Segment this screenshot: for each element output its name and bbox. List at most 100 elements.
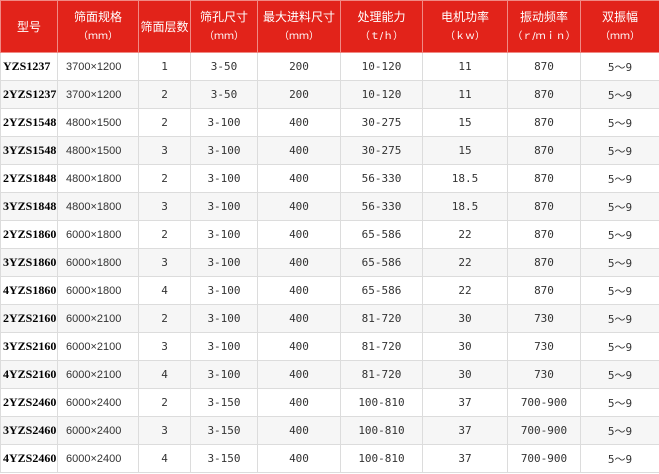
table-cell: 3-100: [190, 248, 258, 277]
table-cell: 4YZS2160: [0, 360, 58, 389]
table-cell: 4: [138, 276, 191, 305]
table-body: YZS1237 3700×1200 1 3-50 200 10-120 11 870 5～9 2Y…: [0, 52, 659, 473]
table-cell: 81-720: [340, 304, 423, 333]
header-unit: （ｔ/ｈ）: [359, 30, 404, 42]
header-cell: 双振幅 （ｍｍ）: [580, 0, 659, 53]
table-row: 2YZS1548 4800×1500 2 3-100 400 30-275 15 870 5～9: [0, 108, 659, 137]
table-cell: 4YZS2460: [0, 444, 58, 473]
table-cell: 400: [257, 360, 341, 389]
table-cell: 5～9: [580, 136, 659, 165]
table-cell: 2YZS1848: [0, 164, 58, 193]
table-cell: 870: [507, 80, 581, 109]
table-cell: 400: [257, 136, 341, 165]
table-cell: 2: [138, 108, 191, 137]
table-cell: 700-900: [507, 444, 581, 473]
table-cell: 11: [422, 80, 508, 109]
table-row: 3YZS1548 4800×1500 3 3-100 400 30-275 15 870 5～9: [0, 136, 659, 165]
table-cell: 700-900: [507, 416, 581, 445]
header-title: 双振幅: [601, 9, 638, 24]
table-cell: 5～9: [580, 332, 659, 361]
table-cell: 3-50: [190, 80, 258, 109]
table-cell: 2YZS1860: [0, 220, 58, 249]
table-cell: 3-100: [190, 192, 258, 221]
table-cell: 15: [422, 136, 508, 165]
table-cell: 200: [257, 80, 341, 109]
table-cell: 2YZS1548: [0, 108, 58, 137]
table-cell: 65-586: [340, 248, 423, 277]
table-cell: 6000×2100: [57, 332, 139, 361]
table-row: 2YZS2460 6000×2400 2 3-150 400 100-810 37 700-9…: [0, 388, 659, 417]
header-title: 筛面规格: [73, 9, 122, 24]
table-cell: 3YZS2160: [0, 332, 58, 361]
header-unit: （ｍｍ）: [78, 30, 118, 42]
table-cell: 400: [257, 416, 341, 445]
table-cell: 400: [257, 248, 341, 277]
table-cell: 3700×1200: [57, 80, 139, 109]
table-cell: 730: [507, 304, 581, 333]
table-cell: 3YZS1548: [0, 136, 58, 165]
table-cell: 11: [422, 52, 508, 81]
table-cell: 5～9: [580, 108, 659, 137]
table-cell: 6000×1800: [57, 220, 139, 249]
table-cell: 6000×2100: [57, 360, 139, 389]
table-cell: 65-586: [340, 276, 423, 305]
table-cell: 200: [257, 52, 341, 81]
table-cell: 870: [507, 220, 581, 249]
table-cell: 5～9: [580, 164, 659, 193]
table-cell: 3YZS2460: [0, 416, 58, 445]
header-cell: 型号: [0, 0, 58, 53]
table-cell: 10-120: [340, 80, 423, 109]
table-row: 3YZS2460 6000×2400 3 3-150 400 100-810 37 700-9…: [0, 416, 659, 445]
table-cell: 6000×2400: [57, 388, 139, 417]
table-cell: 3: [138, 192, 191, 221]
table-cell: 3YZS1848: [0, 192, 58, 221]
table-cell: 37: [422, 388, 508, 417]
table-cell: 30: [422, 332, 508, 361]
table-cell: 22: [422, 276, 508, 305]
header-title: 筛孔尺寸: [199, 9, 248, 24]
table-cell: 1: [138, 52, 191, 81]
table-row: 3YZS2160 6000×2100 3 3-100 400 81-720 30 730 5～9: [0, 332, 659, 361]
header-cell: 处理能力 （ｔ/ｈ）: [340, 0, 423, 53]
table-cell: 870: [507, 192, 581, 221]
table-cell: 6000×2400: [57, 416, 139, 445]
table-cell: 30: [422, 304, 508, 333]
table-cell: 870: [507, 248, 581, 277]
table-cell: 3-150: [190, 444, 258, 473]
table-cell: 3: [138, 332, 191, 361]
table-cell: 5～9: [580, 248, 659, 277]
table-cell: 81-720: [340, 332, 423, 361]
table-cell: 700-900: [507, 388, 581, 417]
table-cell: 30-275: [340, 136, 423, 165]
table-cell: 3-100: [190, 136, 258, 165]
table-cell: 65-586: [340, 220, 423, 249]
header-cell: 筛面层数: [138, 0, 191, 53]
table-cell: 100-810: [340, 444, 423, 473]
table-row: 2YZS1237 3700×1200 2 3-50 200 10-120 11 870 5～9: [0, 80, 659, 109]
table-row: 2YZS1848 4800×1800 2 3-100 400 56-330 18.5 870 5…: [0, 164, 659, 193]
table-cell: 5～9: [580, 220, 659, 249]
table-cell: 37: [422, 444, 508, 473]
table-cell: 6000×1800: [57, 248, 139, 277]
table-cell: YZS1237: [0, 52, 58, 81]
table-cell: 4800×1500: [57, 136, 139, 165]
table-row: 3YZS1860 6000×1800 3 3-100 400 65-586 22 870 5～9: [0, 248, 659, 277]
table-cell: 2: [138, 80, 191, 109]
header-cell: 电机功率 （ｋｗ）: [422, 0, 508, 53]
header-unit: （ｍｍ）: [204, 30, 244, 42]
table-cell: 100-810: [340, 416, 423, 445]
table-cell: 22: [422, 220, 508, 249]
table-cell: 870: [507, 108, 581, 137]
table-cell: 2: [138, 388, 191, 417]
table-cell: 730: [507, 360, 581, 389]
table-cell: 5～9: [580, 276, 659, 305]
header-cell: 筛孔尺寸 （ｍｍ）: [190, 0, 258, 53]
table-cell: 22: [422, 248, 508, 277]
table-row: 4YZS2460 6000×2400 4 3-150 400 100-810 37 700-9…: [0, 444, 659, 473]
table-cell: 3-50: [190, 52, 258, 81]
table-cell: 4YZS1860: [0, 276, 58, 305]
table-cell: 4800×1500: [57, 108, 139, 137]
header-unit: （ｒ/ｍｉｎ）: [512, 30, 576, 42]
header-title: 最大进料尺寸: [262, 9, 335, 24]
table-cell: 3: [138, 416, 191, 445]
